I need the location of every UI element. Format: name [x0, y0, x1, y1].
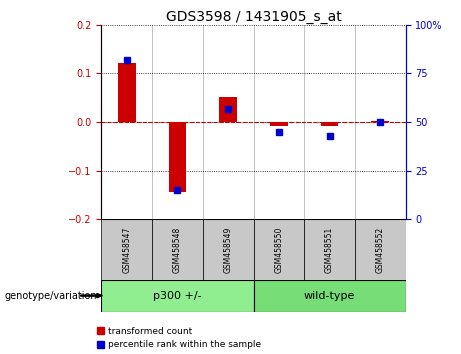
Text: genotype/variation: genotype/variation [5, 291, 97, 301]
Text: GSM458548: GSM458548 [173, 227, 182, 273]
Bar [152, 219, 203, 280]
Text: GSM458549: GSM458549 [224, 226, 233, 273]
Bar [254, 280, 406, 312]
Text: GSM458552: GSM458552 [376, 227, 385, 273]
Bar [101, 219, 152, 280]
Bar [304, 219, 355, 280]
Text: GSM458551: GSM458551 [325, 227, 334, 273]
Bar [203, 219, 254, 280]
Bar [254, 219, 304, 280]
Bar [355, 219, 406, 280]
Bar [101, 280, 254, 312]
Title: GDS3598 / 1431905_s_at: GDS3598 / 1431905_s_at [165, 10, 342, 24]
Bar [372, 121, 389, 122]
Text: p300 +/-: p300 +/- [153, 291, 202, 301]
Text: wild-type: wild-type [304, 291, 355, 301]
Bar [118, 63, 136, 122]
Bar [270, 122, 288, 126]
Text: GSM458550: GSM458550 [274, 226, 284, 273]
Bar [219, 97, 237, 122]
Bar [169, 122, 186, 192]
Bar [321, 122, 338, 126]
Legend: transformed count, percentile rank within the sample: transformed count, percentile rank withi… [97, 327, 260, 349]
Text: GSM458547: GSM458547 [122, 226, 131, 273]
